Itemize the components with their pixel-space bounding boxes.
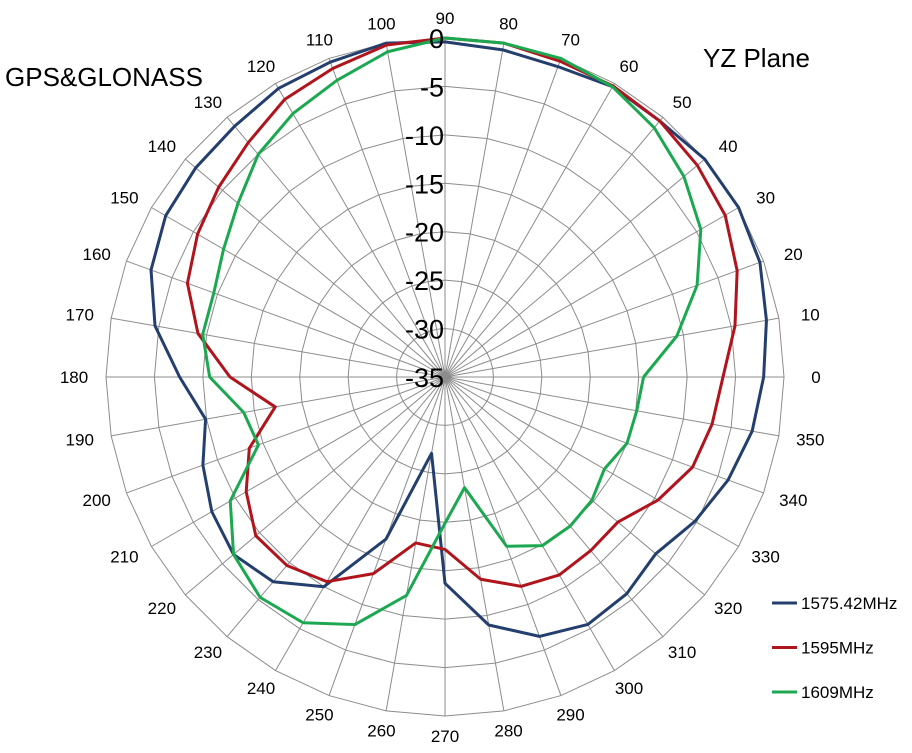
angle-tick-label: 340: [779, 491, 807, 510]
radial-tick-label: -35: [405, 363, 444, 393]
grid-spoke: [328, 58, 446, 378]
radial-tick-label: -25: [405, 266, 444, 296]
radial-tick-label: -30: [405, 315, 444, 345]
angle-tick-label: 320: [714, 599, 742, 618]
grid-spoke: [275, 83, 446, 378]
angle-tick-label: 110: [306, 31, 333, 50]
angle-tick-label: 0: [811, 368, 820, 387]
angle-tick-label: 290: [556, 705, 584, 724]
legend-label: 1575.42MHz: [801, 594, 897, 613]
grid-spoke: [444, 376, 505, 711]
grid-spoke: [444, 317, 779, 378]
series-line-1: [185, 36, 739, 588]
radial-tick-label: -10: [405, 121, 444, 151]
angle-tick-label: 210: [110, 548, 138, 567]
angle-tick-label: 170: [66, 306, 94, 325]
radial-tick-labels: 0 -5 -10 -15 -20 -25 -30 -35: [405, 24, 444, 393]
angle-tick-label: 160: [83, 245, 111, 264]
grid-spoke: [444, 376, 706, 596]
angle-tick-label: 20: [784, 245, 803, 264]
grid-spoke: [444, 43, 505, 378]
angle-tick-label: 120: [247, 57, 275, 76]
angle-tick-label: 130: [194, 93, 222, 112]
angle-tick-label: 250: [305, 705, 333, 724]
radial-tick-label: -5: [420, 72, 444, 102]
grid-spoke: [444, 376, 615, 671]
grid-spoke: [444, 116, 664, 378]
grid-spoke: [444, 158, 706, 378]
angle-tick-label: 150: [110, 189, 138, 208]
grid-spoke: [226, 376, 446, 638]
grid-spoke: [444, 376, 779, 437]
grid-spoke: [444, 207, 739, 378]
angle-tick-label: 70: [561, 31, 580, 50]
grid-spoke: [444, 376, 562, 696]
grid-spoke: [151, 207, 446, 378]
angle-tick-label: 80: [499, 14, 518, 33]
angle-tick-label: 140: [148, 137, 176, 156]
angle-tick-label: 310: [668, 643, 696, 662]
grid-spoke: [111, 376, 446, 437]
grid-spoke: [151, 376, 446, 547]
angle-tick-label: 300: [615, 679, 643, 698]
grid-spoke: [444, 58, 562, 378]
radial-tick-label: 0: [429, 24, 444, 54]
angle-tick-label: 260: [367, 722, 395, 741]
angle-tick-label: 330: [751, 548, 779, 567]
angle-tick-label: 100: [367, 14, 395, 33]
grid-spoke: [111, 317, 446, 378]
radial-tick-label: -20: [405, 218, 444, 248]
angle-tick-label: 350: [796, 430, 824, 449]
chart-title-left: GPS&GLONASS: [5, 62, 203, 92]
angle-tick-label: 50: [673, 93, 692, 112]
angle-tick-label: 190: [66, 430, 94, 449]
angle-tick-label: 10: [801, 306, 820, 325]
grid-spoke: [385, 43, 446, 378]
angle-tick-label: 280: [494, 722, 522, 741]
chart-title-right: YZ Plane: [703, 43, 810, 73]
angle-tick-label: 230: [194, 643, 222, 662]
legend: 1575.42MHz 1595MHz 1609MHz: [772, 594, 897, 702]
legend-label: 1595MHz: [801, 639, 874, 658]
legend-label: 1609MHz: [801, 683, 874, 702]
angle-tick-label: 60: [620, 57, 639, 76]
grid-spoke: [184, 158, 446, 378]
grid-spoke: [126, 376, 446, 494]
grid-spoke: [126, 260, 446, 378]
radial-tick-label: -15: [405, 169, 444, 199]
grid-spoke: [184, 376, 446, 596]
angle-tick-label: 200: [83, 491, 111, 510]
grid-spoke: [226, 116, 446, 378]
series-lines: [149, 36, 768, 638]
grid-spoke: [444, 83, 615, 378]
grid-spoke: [444, 376, 764, 494]
grid-spoke: [444, 260, 764, 378]
angle-tick-label: 220: [148, 599, 176, 618]
angle-tick-label: 40: [719, 137, 738, 156]
angle-tick-label: 240: [247, 679, 275, 698]
angle-tick-label: 30: [756, 189, 775, 208]
grid-spoke: [444, 376, 739, 547]
angle-tick-label: 90: [436, 9, 455, 28]
angle-tick-labels: 0 10 20 30 40 50 60 70 80 90 100 110 120 130 140 150 160…: [60, 9, 825, 746]
angle-tick-label: 270: [431, 727, 459, 746]
angle-tick-label: 180: [60, 368, 88, 387]
